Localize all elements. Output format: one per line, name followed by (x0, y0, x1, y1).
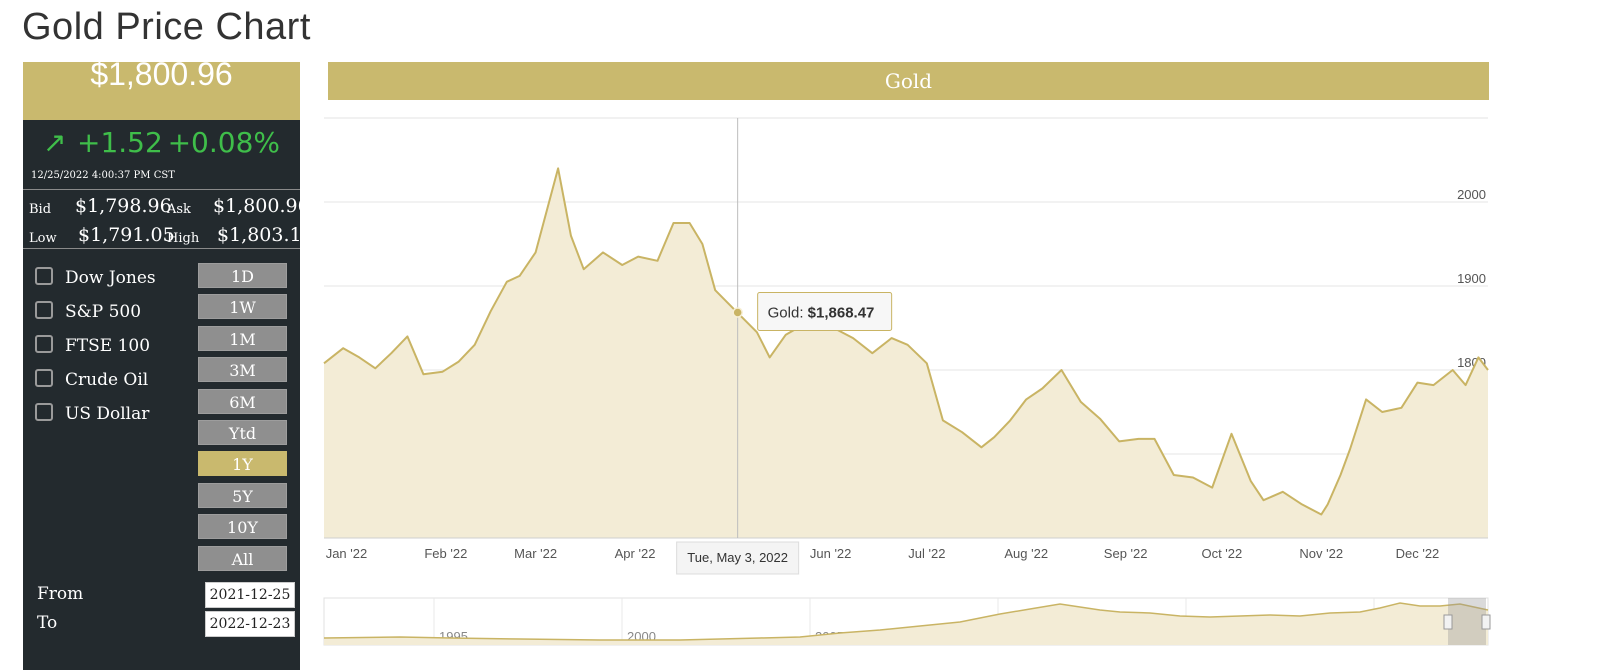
bid-value: $1,798.96 (75, 195, 172, 217)
range-button-all[interactable]: All (198, 546, 287, 571)
to-date-input[interactable]: 2022-12-23 (205, 611, 295, 637)
x-tick-label: Aug '22 (1004, 546, 1048, 561)
checkbox[interactable] (35, 369, 53, 387)
x-tick-label: Jul '22 (908, 546, 945, 561)
x-tick-label: Nov '22 (1299, 546, 1343, 561)
divider (23, 248, 300, 249)
x-tick-label: Dec '22 (1396, 546, 1440, 561)
overlay-label: Dow Jones (65, 268, 156, 288)
overlay-label: FTSE 100 (65, 336, 151, 356)
series-area-gold (324, 168, 1488, 538)
series-line-gold[interactable] (323, 167, 1489, 516)
overlay-label: Crude Oil (65, 370, 149, 390)
tooltip-box (757, 291, 893, 331)
checkbox[interactable] (35, 335, 53, 353)
tooltip-date-box (676, 541, 800, 575)
overlay-label: S&P 500 (65, 302, 142, 322)
y-tick-label: 1900 (1457, 271, 1486, 286)
overlay-label: US Dollar (65, 404, 150, 424)
range-button-ytd[interactable]: Ytd (198, 420, 287, 445)
tooltip-date: Tue, May 3, 2022 (687, 550, 788, 565)
current-price: $1,800.96 (90, 56, 233, 92)
high-label: High (167, 231, 200, 246)
range-button-1d[interactable]: 1D (198, 263, 287, 288)
navigator-line (323, 602, 1489, 641)
range-button-5y[interactable]: 5Y (198, 483, 287, 508)
from-label: From (37, 584, 84, 604)
navigator-handle-right[interactable] (1481, 614, 1491, 630)
navigator-area (324, 603, 1488, 645)
navigator-selection[interactable] (1448, 598, 1486, 645)
bid-label: Bid (29, 202, 52, 217)
price-change: +1.52 (77, 126, 163, 159)
quote-panel: $1,800.96 ↗ +1.52 +0.08% 12/25/2022 4:00… (23, 56, 314, 670)
y-tick-label: 2000 (1457, 187, 1486, 202)
divider (23, 189, 300, 190)
navigator-handle-left[interactable] (1443, 614, 1453, 630)
chart-title: Gold (328, 62, 1489, 100)
hover-point (732, 307, 743, 318)
x-tick-label: Jun '22 (810, 546, 852, 561)
low-value: $1,791.05 (78, 224, 175, 246)
x-tick-label: Apr '22 (615, 546, 656, 561)
checkbox[interactable] (35, 403, 53, 421)
range-button-10y[interactable]: 10Y (198, 514, 287, 539)
to-label: To (37, 613, 58, 633)
low-label: Low (29, 231, 57, 246)
change-row: ↗ +1.52 +0.08% (23, 126, 300, 162)
x-tick-label: Mar '22 (514, 546, 557, 561)
x-tick-label: Sep '22 (1104, 546, 1148, 561)
from-date-input[interactable]: 2021-12-25 (205, 582, 295, 608)
quote-timestamp: 12/25/2022 4:00:37 PM CST (31, 170, 175, 181)
range-button-1w[interactable]: 1W (198, 294, 287, 319)
range-button-6m[interactable]: 6M (198, 389, 287, 414)
x-tick-label: Feb '22 (424, 546, 467, 561)
tooltip-text: Gold: $1,868.47 (768, 304, 875, 321)
checkbox[interactable] (35, 267, 53, 285)
current-price-box: $1,800.96 (23, 56, 300, 120)
low-high-row: Low $1,791.05 High $1,803.15 (23, 221, 314, 249)
ask-label: Ask (167, 202, 191, 217)
trend-up-icon: ↗ (43, 127, 67, 158)
range-button-1m[interactable]: 1M (198, 326, 287, 351)
x-tick-label: Oct '22 (1201, 546, 1242, 561)
page-title: Gold Price Chart (22, 6, 311, 48)
ask-value: $1,800.96 (213, 195, 310, 217)
range-button-3m[interactable]: 3M (198, 357, 287, 382)
checkbox[interactable] (35, 301, 53, 319)
x-tick-label: Jan '22 (326, 546, 368, 561)
range-button-1y[interactable]: 1Y (198, 451, 287, 476)
high-value: $1,803.15 (217, 224, 314, 246)
price-change-percent: +0.08% (167, 126, 280, 159)
bid-ask-row: Bid $1,798.96 Ask $1,800.96 (23, 192, 310, 220)
